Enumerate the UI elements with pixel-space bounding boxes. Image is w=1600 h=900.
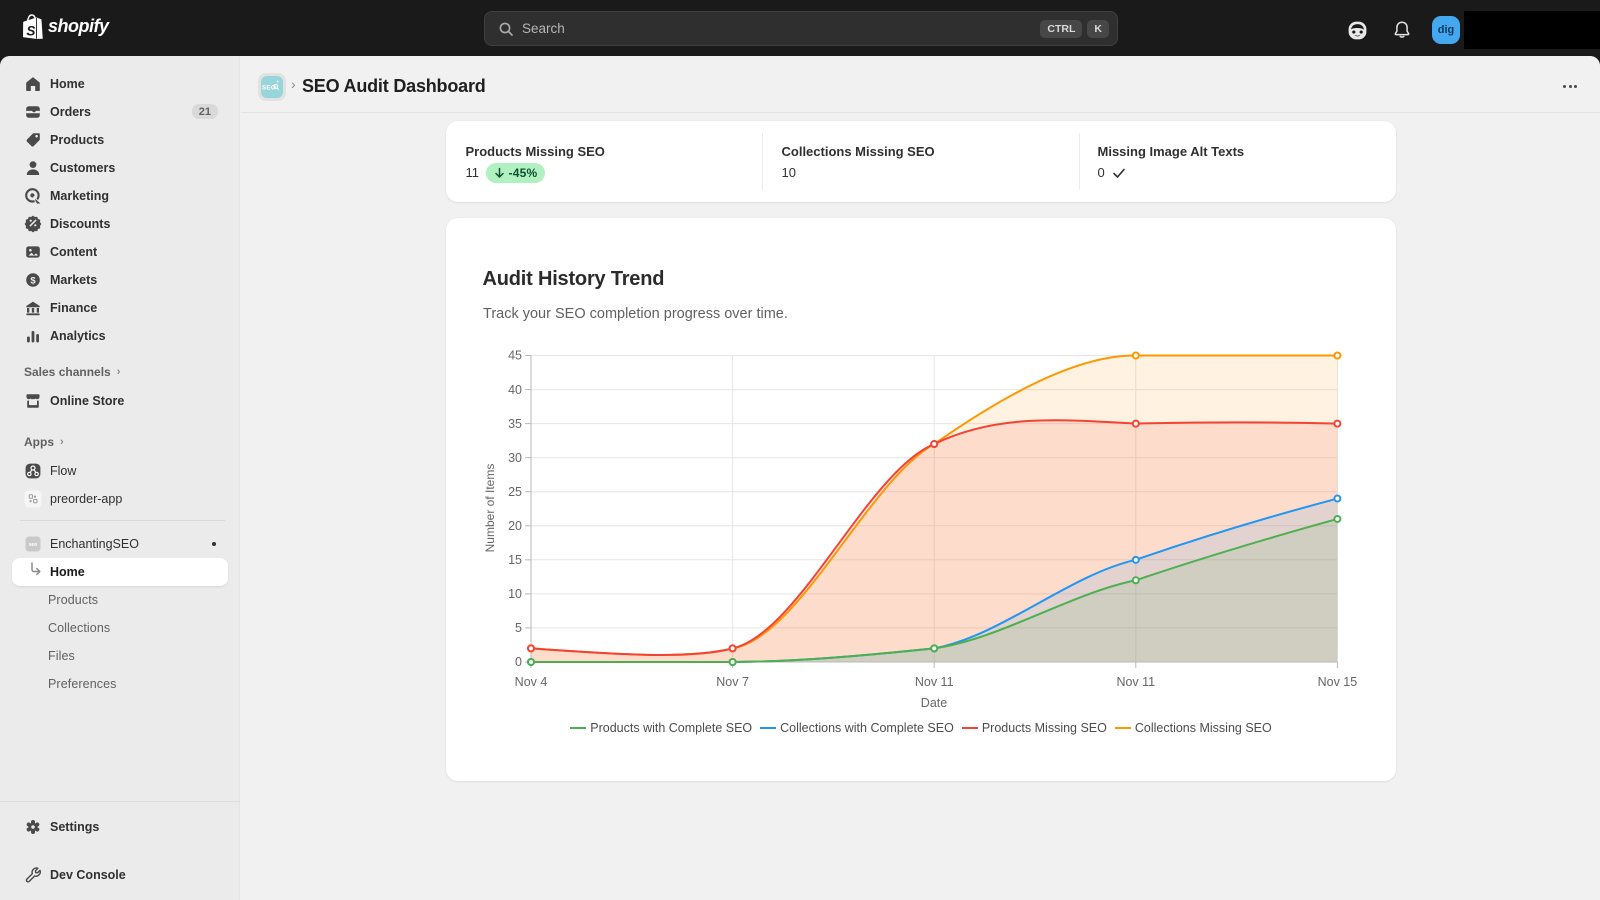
svg-text:Nov 15: Nov 15 bbox=[1318, 675, 1358, 689]
svg-text:Nov 11: Nov 11 bbox=[1116, 675, 1155, 689]
svg-text:45: 45 bbox=[508, 349, 522, 363]
svg-text:seo: seo bbox=[29, 542, 38, 548]
svg-text:Nov 11: Nov 11 bbox=[915, 675, 954, 689]
svg-text:$: $ bbox=[30, 275, 36, 286]
svg-text:Nov 4: Nov 4 bbox=[515, 675, 548, 689]
svg-text:S: S bbox=[26, 24, 35, 39]
svg-text:0: 0 bbox=[515, 655, 522, 669]
svg-text:20: 20 bbox=[508, 519, 522, 533]
svg-text:40: 40 bbox=[508, 383, 522, 397]
svg-text:Nov 7: Nov 7 bbox=[716, 675, 749, 689]
svg-text:SEO: SEO bbox=[262, 85, 276, 92]
svg-text:10: 10 bbox=[508, 587, 522, 601]
svg-text:35: 35 bbox=[508, 417, 522, 431]
svg-text:5: 5 bbox=[515, 621, 522, 635]
svg-text:15: 15 bbox=[508, 553, 522, 567]
svg-text:30: 30 bbox=[508, 451, 522, 465]
svg-text:Number of Items: Number of Items bbox=[483, 464, 497, 553]
svg-text:Date: Date bbox=[921, 696, 947, 710]
svg-text:25: 25 bbox=[508, 485, 522, 499]
